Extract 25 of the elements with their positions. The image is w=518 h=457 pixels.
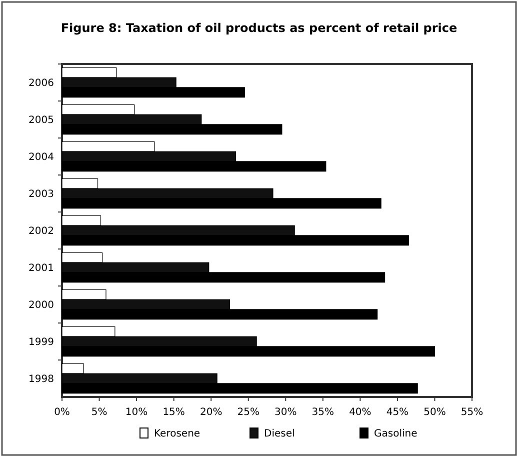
- y-tick-label: 2004: [28, 152, 54, 163]
- y-tick-label: 2005: [28, 115, 54, 126]
- y-tick-label: 1998: [28, 374, 54, 385]
- x-tick-label: 55%: [460, 407, 484, 418]
- x-tick-label: 5%: [91, 407, 108, 418]
- legend-label: Gasoline: [374, 428, 418, 440]
- x-tick-label: 25%: [237, 407, 260, 418]
- legend-label: Diesel: [264, 428, 295, 440]
- y-tick-label: 2001: [28, 263, 54, 274]
- x-tick-label: 35%: [312, 407, 334, 418]
- x-tick-label: 20%: [200, 407, 222, 418]
- y-tick-label: 2003: [28, 189, 54, 200]
- chart-title: Figure 8: Taxation of oil products as percent of retail price: [60, 21, 458, 35]
- x-tick-label: 50%: [424, 407, 446, 418]
- x-tick-label: 10%: [125, 407, 148, 418]
- x-tick-label: 40%: [349, 407, 372, 418]
- x-tick-label: 15%: [162, 407, 185, 418]
- y-tick-label: 1999: [28, 337, 54, 348]
- x-tick-label: 45%: [386, 407, 409, 418]
- x-tick-label: 0%: [54, 407, 70, 418]
- x-tick-label: 30%: [274, 407, 297, 418]
- legend-label: Kerosene: [154, 428, 200, 440]
- y-tick-label: 2002: [28, 226, 54, 237]
- y-tick-label: 2006: [28, 78, 54, 89]
- y-tick-label: 2000: [28, 300, 54, 311]
